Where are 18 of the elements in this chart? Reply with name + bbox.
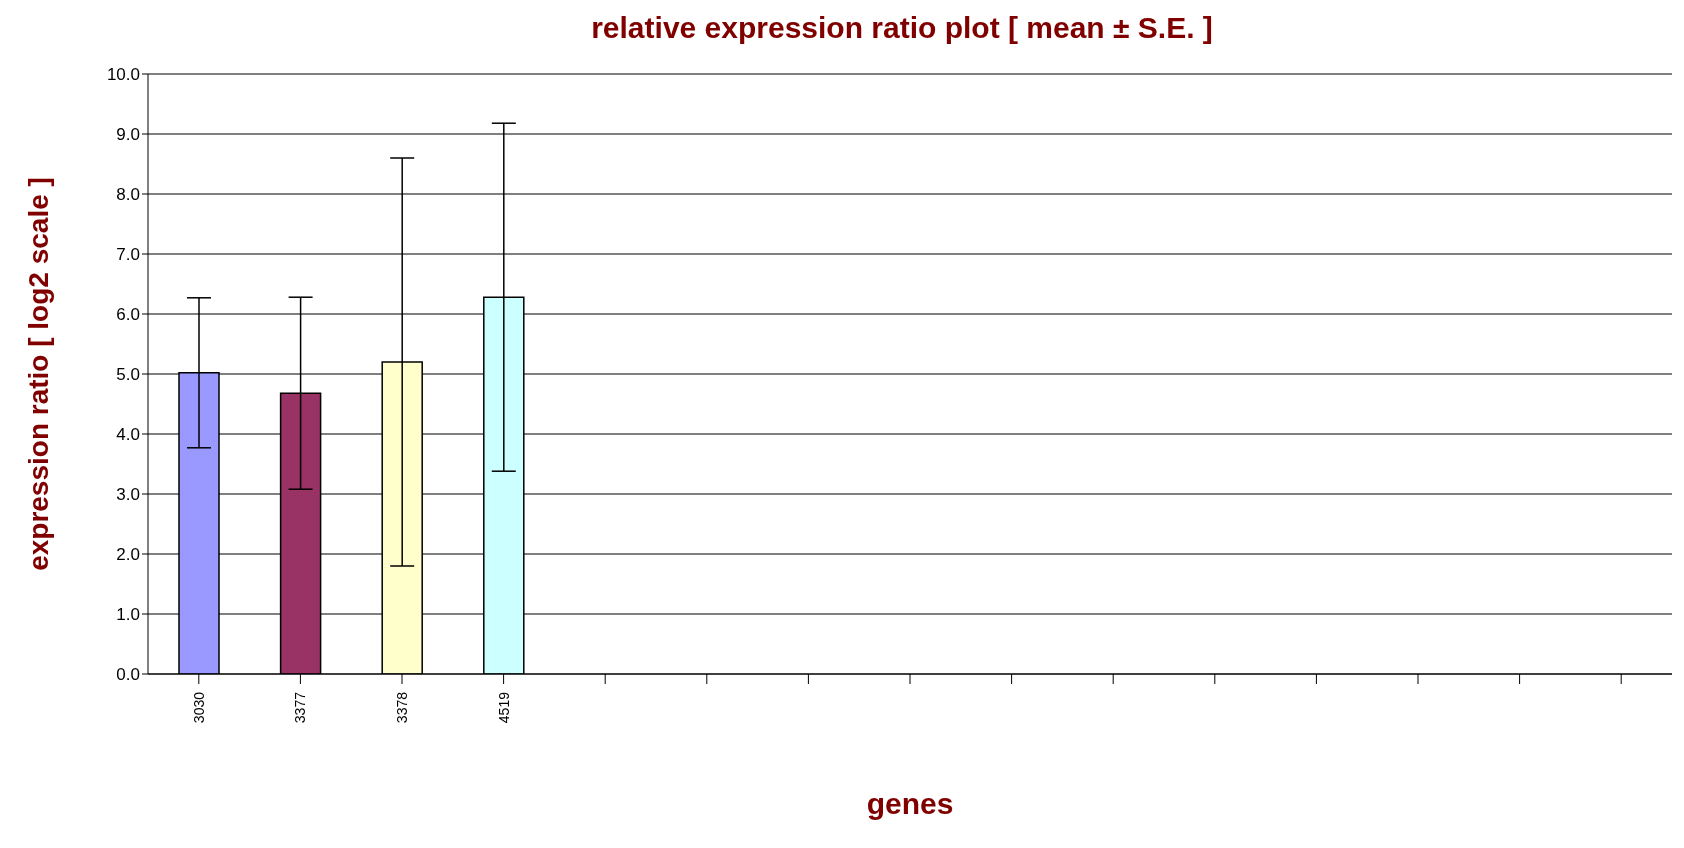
y-axis-title: expression ratio [ log2 scale ]: [22, 177, 54, 571]
x-axis-title: genes: [866, 787, 954, 820]
chart-title: relative expression ratio plot [ mean ± S.E. ]: [590, 10, 1214, 46]
y-tick-label: 10.0: [106, 65, 140, 85]
x-tick-label: 4519: [495, 691, 512, 724]
x-tick-label: 3378: [394, 691, 410, 724]
x-tick-label: 3030: [190, 691, 207, 724]
y-tick-label: 8.0: [116, 185, 140, 205]
y-tick-label: 7.0: [116, 245, 140, 265]
y-tick-label: 1.0: [116, 605, 140, 625]
y-tick-label: 5.0: [116, 365, 140, 385]
y-tick-label: 0.0: [116, 665, 140, 685]
x-tick-label: 3377: [292, 691, 309, 724]
y-tick-label: 4.0: [116, 425, 140, 445]
y-tick-label: 9.0: [116, 125, 140, 145]
y-tick-label: 6.0: [116, 305, 140, 325]
y-tick-label: 2.0: [116, 545, 140, 565]
y-tick-label: 3.0: [116, 485, 140, 505]
